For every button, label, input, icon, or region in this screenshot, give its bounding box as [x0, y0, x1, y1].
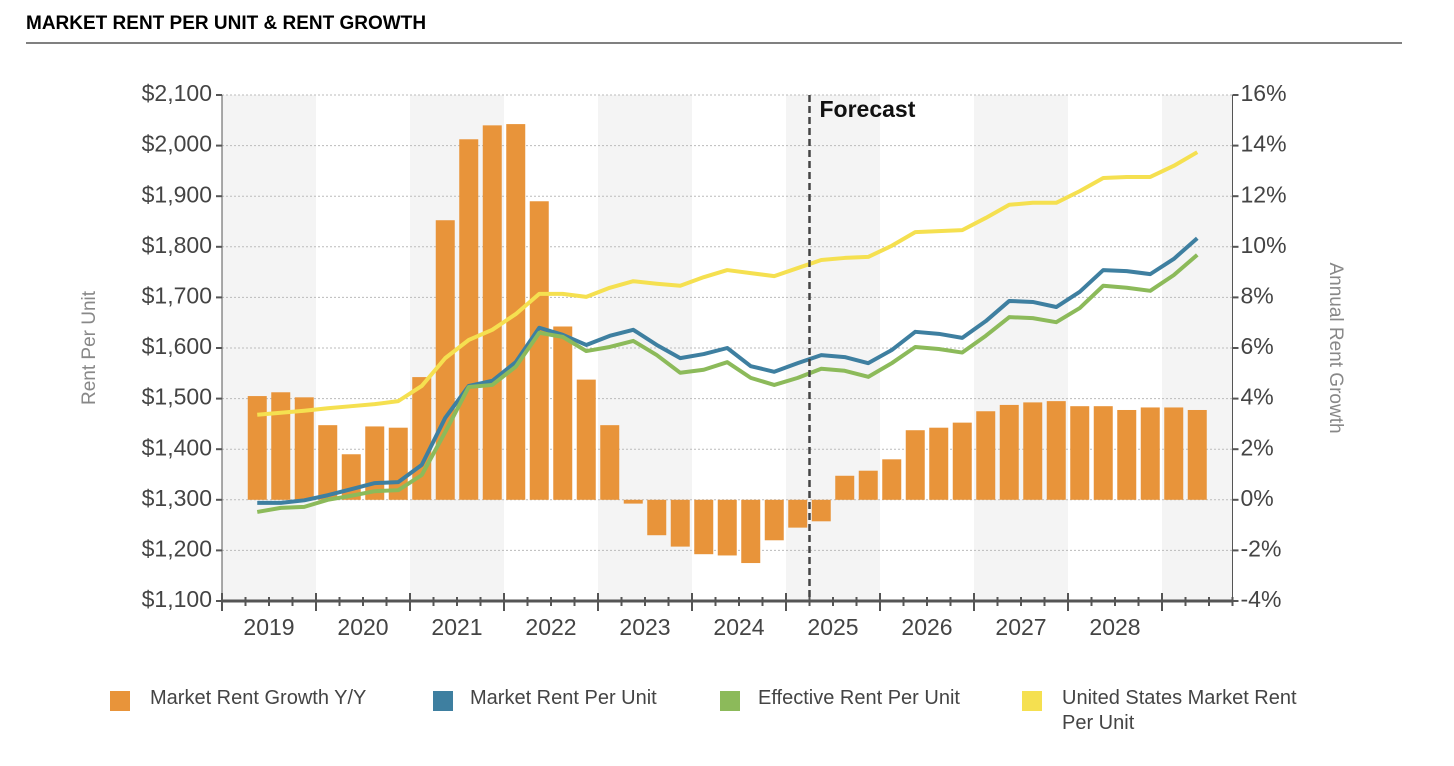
- legend-label: Market Rent Growth Y/Y: [150, 687, 367, 709]
- bar: [576, 379, 596, 500]
- bar: [1117, 409, 1137, 500]
- y-tick-label: $1,600: [142, 333, 212, 359]
- x-tick-label: 2028: [1089, 614, 1140, 640]
- bar: [1093, 406, 1113, 500]
- bar: [999, 404, 1019, 500]
- legend-swatch: [110, 691, 130, 711]
- y2-tick-label: 2%: [1241, 434, 1274, 460]
- y-tick-label: $1,700: [142, 282, 212, 308]
- bar: [764, 499, 784, 541]
- legend-label: Market Rent Per Unit: [470, 687, 657, 709]
- x-tick-label: 2027: [995, 614, 1046, 640]
- legend-label: Effective Rent Per Unit: [758, 687, 960, 709]
- x-tick-label: 2026: [901, 614, 952, 640]
- bar: [1140, 407, 1160, 500]
- bar: [247, 396, 267, 500]
- legend-swatch: [720, 691, 740, 711]
- x-tick-label: 2019: [243, 614, 294, 640]
- y-tick-label: $2,000: [142, 131, 212, 157]
- y-tick-label: $1,500: [142, 384, 212, 410]
- bar: [952, 422, 972, 500]
- bar: [929, 427, 949, 500]
- bar: [670, 499, 690, 547]
- legend-swatch: [433, 691, 453, 711]
- bar: [1187, 409, 1207, 500]
- bar: [482, 125, 502, 500]
- y2-tick-label: 12%: [1241, 181, 1287, 207]
- y-axis-label: Rent Per Unit: [79, 290, 100, 405]
- line: [257, 150, 1199, 417]
- year-band: [222, 95, 316, 601]
- y2-tick-label: -4%: [1241, 586, 1282, 612]
- x-tick-label: 2022: [525, 614, 576, 640]
- x-tick-label: 2023: [619, 614, 670, 640]
- bar: [553, 326, 573, 500]
- legend: Market Rent Growth Y/Y Market Rent Per Un…: [0, 686, 1454, 756]
- y2-tick-label: 4%: [1241, 384, 1274, 410]
- y2-tick-label: 14%: [1241, 131, 1287, 157]
- bar: [976, 411, 996, 500]
- y2-tick-label: 8%: [1241, 282, 1274, 308]
- y2-tick-label: 16%: [1241, 80, 1287, 106]
- y-tick-label: $1,300: [142, 485, 212, 511]
- bar: [1164, 407, 1184, 500]
- bar: [647, 499, 667, 536]
- y2-tick-label: -2%: [1241, 535, 1282, 561]
- y2-tick-label: 0%: [1241, 485, 1274, 511]
- y-tick-label: $1,100: [142, 586, 212, 612]
- legend-label: United States Market Rent Per Unit: [1062, 687, 1297, 734]
- bar: [623, 499, 643, 504]
- x-tick-label: 2020: [337, 614, 388, 640]
- y-tick-label: $1,800: [142, 232, 212, 258]
- line: [256, 253, 1199, 514]
- legend-swatch: [1022, 691, 1042, 711]
- y-tick-label: $1,400: [142, 434, 212, 460]
- bar: [905, 430, 925, 500]
- bar: [529, 201, 549, 500]
- bar: [1070, 406, 1090, 500]
- y2-tick-label: 6%: [1241, 333, 1274, 359]
- bar: [294, 397, 314, 500]
- x-tick-label: 2025: [807, 614, 858, 640]
- bar: [1046, 401, 1066, 500]
- chart: MARKET RENT PER UNIT & RENT GROWTH Rent …: [26, 13, 1402, 640]
- x-tick-label: 2024: [713, 614, 764, 640]
- year-band: [1162, 95, 1233, 601]
- bar: [600, 425, 620, 500]
- chart-title: MARKET RENT PER UNIT & RENT GROWTH: [26, 13, 426, 34]
- bar: [318, 425, 338, 500]
- bar: [271, 392, 291, 500]
- bar: [694, 499, 714, 555]
- bar: [717, 499, 737, 556]
- y-tick-label: $2,100: [142, 80, 212, 106]
- bar: [811, 499, 831, 522]
- x-tick-label: 2021: [431, 614, 482, 640]
- bar: [365, 426, 385, 500]
- bar: [835, 475, 855, 500]
- y-tick-label: $1,200: [142, 535, 212, 561]
- bar: [1023, 402, 1043, 500]
- annotation: Forecast: [820, 96, 916, 122]
- y2-axis-label: Annual Rent Growth: [1325, 262, 1346, 433]
- bar: [459, 139, 479, 500]
- bar: [741, 499, 761, 564]
- year-band: [974, 95, 1068, 601]
- bar: [882, 459, 902, 500]
- y2-tick-label: 10%: [1241, 232, 1287, 258]
- y-tick-label: $1,900: [142, 181, 212, 207]
- line: [257, 236, 1199, 505]
- bar: [788, 499, 808, 528]
- bar: [858, 470, 878, 500]
